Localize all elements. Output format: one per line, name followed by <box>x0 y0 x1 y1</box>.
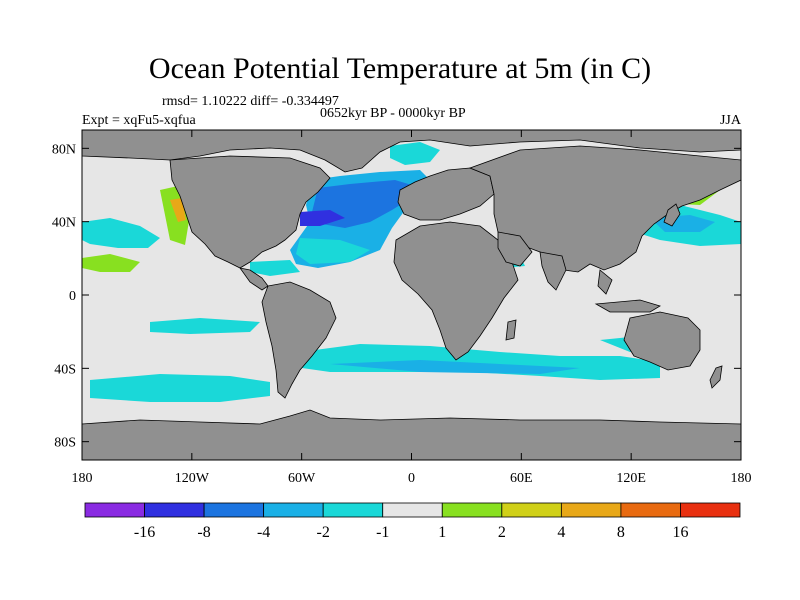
land-masses <box>82 130 741 460</box>
colorbar-label: 1 <box>438 524 446 541</box>
south-america <box>261 281 337 399</box>
x-tick-label: 60E <box>510 471 533 486</box>
colorbar-swatch <box>84 502 145 518</box>
patch-caribbean <box>250 260 300 276</box>
japan <box>663 203 681 227</box>
patch-s-pacific-band <box>90 374 270 402</box>
patch-calif-hot <box>170 198 186 222</box>
colorbar-swatch <box>263 502 324 518</box>
colorbar-label: -16 <box>134 524 155 541</box>
colorbar-label: -1 <box>376 524 389 541</box>
colorbar-label: -8 <box>197 524 210 541</box>
axis-layer: 180 120W 60W 0 60E 120E 180 80N 40N 0 40S 80S <box>52 130 752 486</box>
y-tick-label: 40S <box>54 362 76 377</box>
antarctica <box>82 409 741 460</box>
colorbar-label: 8 <box>617 524 625 541</box>
colorbar: -16 -8 -4 -2 -1 1 2 4 8 16 <box>84 502 741 541</box>
arabia <box>497 231 533 267</box>
colorbar-swatch <box>382 502 443 518</box>
north-america <box>169 155 331 269</box>
stats-text: rmsd= 1.10222 diff= -0.334497 <box>162 94 339 109</box>
chart-title: Ocean Potential Temperature at 5m (in C) <box>148 52 652 85</box>
colorbar-swatch <box>322 502 384 518</box>
x-tick-label: 180 <box>731 471 752 486</box>
indonesia <box>594 299 661 313</box>
y-tick-label: 40N <box>52 216 76 231</box>
colorbar-swatch <box>560 502 622 518</box>
period-text: 0652kyr BP - 0000kyr BP <box>320 106 466 121</box>
colorbar-label: 2 <box>498 524 506 541</box>
colorbar-swatch <box>441 502 503 518</box>
patch-e-pacific <box>150 318 260 334</box>
y-tick-label: 0 <box>69 289 76 304</box>
patch-s-band-core <box>330 360 580 374</box>
india <box>539 251 567 291</box>
patch-nordic <box>390 142 440 165</box>
europe <box>397 167 495 221</box>
x-tick-label: 0 <box>408 471 415 486</box>
x-tick-label: 180 <box>72 471 93 486</box>
australia <box>623 311 701 371</box>
colorbar-swatch <box>680 502 741 518</box>
experiment-text: Expt = xqFu5-xqfua <box>82 113 196 128</box>
y-tick-label: 80N <box>52 142 76 157</box>
colorbar-swatch <box>144 502 205 518</box>
x-tick-label: 60W <box>288 471 316 486</box>
patch-gulf-stream <box>300 210 345 226</box>
y-tick-label: 80S <box>54 436 76 451</box>
colorbar-label: -2 <box>317 524 330 541</box>
new-zealand <box>709 365 723 389</box>
arctic-land <box>82 130 741 173</box>
indochina <box>597 269 613 295</box>
africa <box>393 221 519 361</box>
x-tick-label: 120W <box>175 471 210 486</box>
colorbar-label: -4 <box>257 524 270 541</box>
colorbar-label: 16 <box>672 524 688 541</box>
patch-s-indian-band <box>300 344 660 380</box>
patch-n-pacific-warm <box>82 254 140 272</box>
x-tick-label: 120E <box>616 471 646 486</box>
season-text: JJA <box>719 113 741 128</box>
colorbar-swatch <box>501 502 562 518</box>
patch-n-pacific-w <box>82 218 160 248</box>
colorbar-swatch <box>203 502 265 518</box>
colorbar-swatch <box>620 502 681 518</box>
patch-subtropic-atlantic <box>296 238 370 264</box>
madagascar <box>505 319 517 341</box>
colorbar-label: 4 <box>557 524 565 541</box>
